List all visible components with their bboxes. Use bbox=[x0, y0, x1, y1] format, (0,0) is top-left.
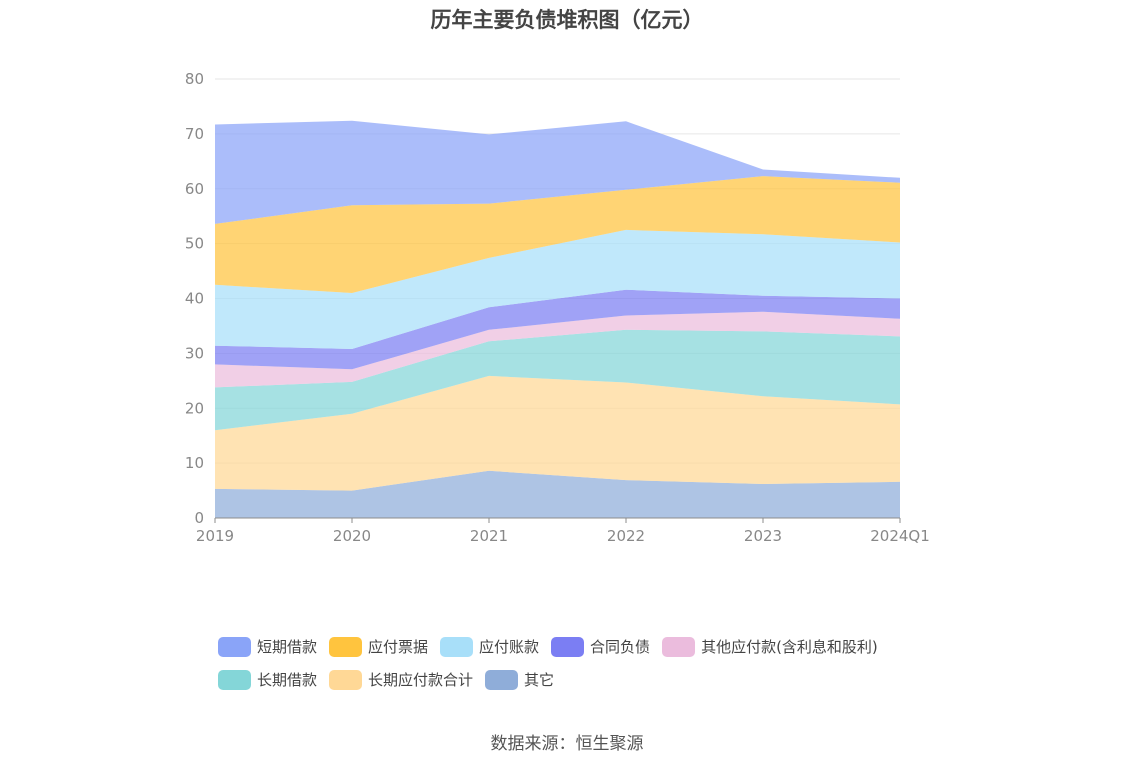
legend-swatch bbox=[329, 669, 363, 690]
y-tick-label: 20 bbox=[185, 399, 204, 417]
legend-item[interactable]: 应付票据 bbox=[329, 636, 428, 657]
legend-label: 长期借款 bbox=[257, 671, 318, 689]
legend-swatch bbox=[662, 636, 696, 657]
area-series-1 bbox=[215, 375, 900, 491]
chart-title: 历年主要负债堆积图（亿元） bbox=[430, 8, 704, 32]
area-series-4 bbox=[215, 289, 900, 370]
area-series-6 bbox=[215, 176, 900, 293]
legend-swatch bbox=[440, 636, 474, 657]
area-series-3 bbox=[215, 311, 900, 388]
x-tick-label: 2022 bbox=[607, 527, 645, 545]
legend-item[interactable]: 其它 bbox=[485, 669, 554, 690]
x-tick-label: 2024Q1 bbox=[870, 527, 930, 545]
y-tick-label: 30 bbox=[185, 344, 204, 362]
area-series-7 bbox=[215, 120, 900, 224]
legend-swatch bbox=[485, 669, 519, 690]
x-tick-label: 2020 bbox=[333, 527, 371, 545]
legend-label: 短期借款 bbox=[257, 638, 318, 656]
legend-item[interactable]: 其他应付款(含利息和股利) bbox=[662, 636, 878, 657]
x-tick-label: 2023 bbox=[744, 527, 782, 545]
area-series-2 bbox=[215, 329, 900, 431]
legend-swatch bbox=[218, 636, 251, 657]
area-series-5 bbox=[215, 229, 900, 349]
legend-label: 应付账款 bbox=[479, 638, 540, 656]
x-tick-label: 2019 bbox=[196, 527, 234, 545]
legend-item[interactable]: 长期应付款合计 bbox=[329, 669, 473, 690]
legend-item[interactable]: 合同负债 bbox=[551, 636, 650, 657]
legend-swatch bbox=[218, 669, 251, 690]
legend-row: 短期借款 应付票据 应付账款 合同负债 其他应付款(含利息和股利) bbox=[218, 630, 978, 663]
stacked-area-chart: 0 10 20 30 40 50 60 70 80 2019 2020 2021 2022 2023 202… bbox=[185, 70, 930, 545]
legend-swatch bbox=[329, 636, 363, 657]
y-tick-label: 10 bbox=[185, 454, 204, 472]
legend-item[interactable]: 应付账款 bbox=[440, 636, 539, 657]
data-source-note: 数据来源：恒生聚源 bbox=[490, 734, 644, 754]
y-tick-label: 80 bbox=[185, 70, 204, 88]
y-tick-label: 70 bbox=[185, 125, 204, 143]
area-series-0 bbox=[215, 470, 900, 518]
legend-label: 应付票据 bbox=[368, 638, 429, 656]
legend-label: 合同负债 bbox=[590, 638, 651, 656]
legend-label: 长期应付款合计 bbox=[368, 671, 474, 689]
legend-item[interactable]: 短期借款 bbox=[218, 636, 317, 657]
y-tick-label: 40 bbox=[185, 290, 204, 308]
chart-legend: 短期借款 应付票据 应付账款 合同负债 其他应付款(含利息和股利) 长期借款 长期应付款合计… bbox=[218, 630, 978, 696]
legend-label: 其它 bbox=[524, 671, 555, 689]
y-tick-label: 60 bbox=[185, 180, 204, 198]
legend-row: 长期借款 长期应付款合计 其它 bbox=[218, 663, 978, 696]
y-tick-label: 50 bbox=[185, 235, 204, 253]
y-tick-label: 0 bbox=[194, 509, 204, 527]
legend-label: 其他应付款(含利息和股利) bbox=[701, 638, 878, 656]
x-tick-label: 2021 bbox=[470, 527, 508, 545]
legend-item[interactable]: 长期借款 bbox=[218, 669, 317, 690]
legend-swatch bbox=[551, 636, 585, 657]
